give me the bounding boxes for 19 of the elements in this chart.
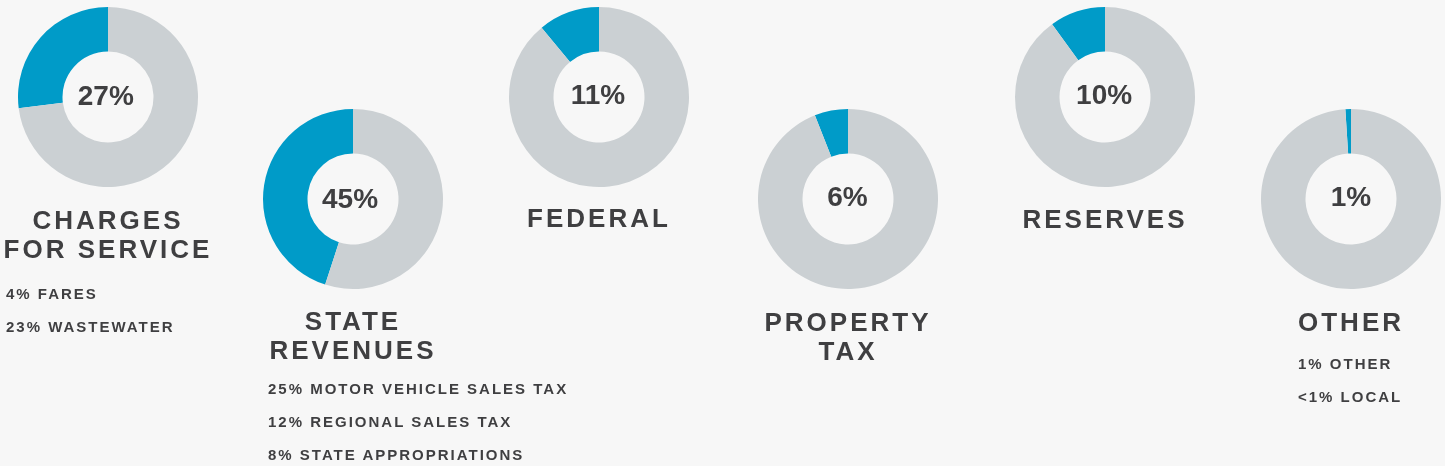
text: 12% REGIONAL SALES TAX xyxy=(268,412,513,431)
data-label: 1% xyxy=(1330,180,1372,212)
text: 1% OTHER xyxy=(1298,354,1393,373)
text: 8% STATE APPROPRIATIONS xyxy=(268,445,525,464)
text: <1% LOCAL xyxy=(1298,387,1403,406)
text: RESERVES xyxy=(1021,204,1189,234)
text: 25% MOTOR VEHICLE SALES TAX xyxy=(268,379,569,398)
text: STATE REVENUES xyxy=(268,306,438,365)
text: CHARGES FOR SERVICE xyxy=(2,205,214,264)
text: PROPERTY TAX xyxy=(763,307,933,366)
text: 23% WASTEWATER xyxy=(6,317,175,336)
data-label: 6% xyxy=(827,180,868,212)
data-label: 27% xyxy=(77,79,134,111)
data-label: 11% xyxy=(570,78,626,110)
text: 4% FARES xyxy=(6,284,98,303)
data-label: 10% xyxy=(1076,78,1133,110)
text: FEDERAL xyxy=(526,203,672,233)
data-label: 45% xyxy=(322,183,379,215)
text: OTHER xyxy=(1297,307,1405,337)
